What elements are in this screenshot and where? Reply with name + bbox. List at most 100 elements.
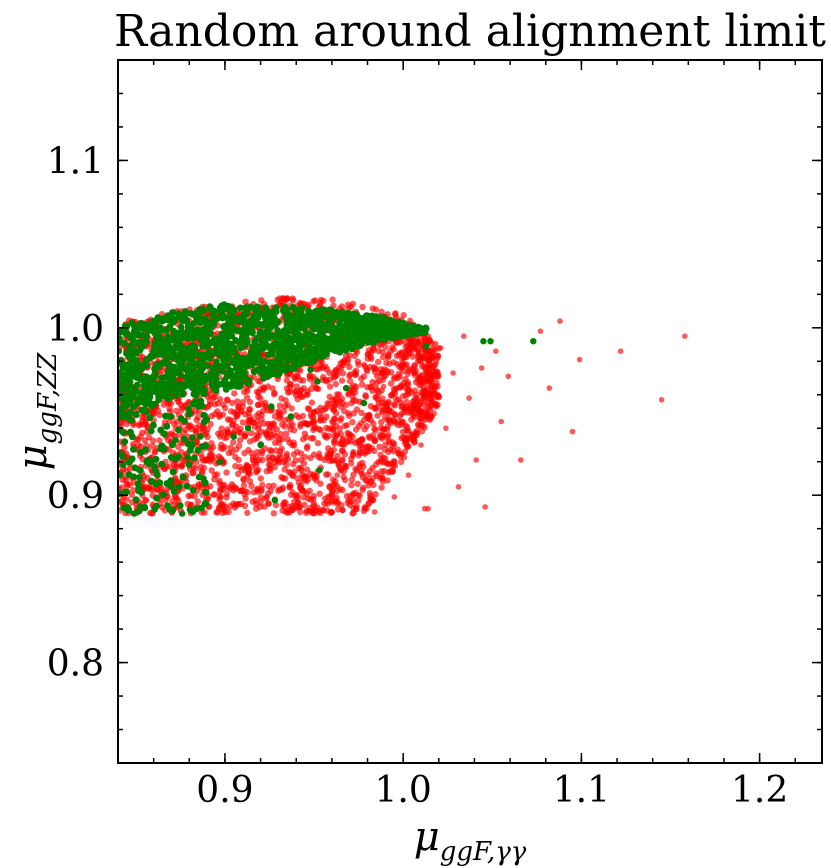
red-point bbox=[330, 426, 337, 433]
red-point bbox=[235, 442, 243, 450]
red-point bbox=[617, 348, 624, 355]
red-point bbox=[265, 461, 273, 468]
red-point bbox=[353, 349, 360, 356]
red-point bbox=[466, 395, 472, 401]
green-point bbox=[337, 336, 344, 343]
red-point bbox=[435, 373, 442, 380]
green-point bbox=[240, 371, 248, 379]
green-point bbox=[215, 344, 223, 352]
red-point bbox=[405, 390, 412, 397]
green-point bbox=[216, 380, 224, 388]
red-point bbox=[232, 463, 239, 470]
green-point bbox=[128, 384, 136, 392]
red-point bbox=[243, 394, 251, 401]
green-point bbox=[221, 359, 229, 367]
red-point bbox=[283, 377, 291, 384]
x-tick-label: 1.1 bbox=[553, 770, 610, 811]
red-point bbox=[230, 500, 237, 507]
red-point bbox=[224, 416, 232, 423]
green-point bbox=[118, 408, 124, 416]
red-point bbox=[473, 457, 480, 463]
green-point bbox=[164, 502, 172, 510]
red-point bbox=[162, 496, 169, 504]
red-point bbox=[241, 491, 248, 498]
green-point bbox=[243, 362, 251, 370]
green-point bbox=[255, 366, 263, 374]
green-point bbox=[299, 337, 307, 344]
red-point bbox=[344, 356, 352, 363]
green-point bbox=[120, 504, 128, 512]
green-point bbox=[305, 343, 313, 350]
red-point bbox=[207, 483, 214, 490]
red-point bbox=[299, 377, 307, 384]
green-point bbox=[291, 325, 299, 332]
red-point bbox=[411, 372, 419, 379]
red-point bbox=[304, 479, 310, 485]
red-point bbox=[249, 498, 256, 505]
green-point bbox=[324, 319, 331, 327]
green-point bbox=[277, 348, 285, 355]
green-point bbox=[348, 315, 356, 323]
red-point bbox=[345, 497, 352, 504]
green-point bbox=[297, 310, 305, 317]
red-point bbox=[379, 432, 386, 439]
red-point bbox=[386, 416, 393, 423]
green-point bbox=[266, 324, 274, 332]
green-point bbox=[162, 412, 169, 420]
green-point bbox=[287, 338, 295, 346]
red-point bbox=[238, 466, 245, 474]
green-point bbox=[251, 315, 259, 323]
red-point bbox=[376, 377, 383, 385]
red-point bbox=[291, 375, 299, 383]
red-point bbox=[338, 377, 346, 384]
red-point bbox=[282, 509, 289, 515]
points-layer bbox=[118, 295, 688, 517]
green-point bbox=[156, 362, 163, 370]
red-point bbox=[267, 420, 274, 428]
red-point bbox=[344, 429, 351, 437]
green-point bbox=[154, 495, 161, 502]
green-point bbox=[141, 503, 148, 511]
red-point bbox=[378, 473, 386, 481]
green-point bbox=[150, 421, 157, 429]
green-point bbox=[164, 346, 172, 354]
red-point bbox=[372, 427, 379, 434]
green-point bbox=[155, 393, 163, 400]
green-point bbox=[298, 304, 306, 312]
green-point bbox=[132, 496, 140, 503]
green-point bbox=[487, 338, 494, 345]
green-point bbox=[338, 314, 346, 322]
red-point bbox=[326, 400, 333, 407]
red-point bbox=[372, 306, 380, 313]
red-point bbox=[443, 425, 449, 432]
green-point bbox=[222, 322, 229, 330]
green-point bbox=[349, 327, 357, 335]
red-point bbox=[178, 463, 185, 470]
red-point bbox=[358, 409, 365, 416]
red-point bbox=[243, 461, 250, 469]
red-point bbox=[355, 492, 362, 499]
green-point bbox=[258, 321, 266, 329]
red-point bbox=[281, 416, 289, 424]
red-point bbox=[434, 352, 442, 359]
green-point bbox=[188, 441, 196, 448]
red-point bbox=[118, 498, 123, 505]
red-point bbox=[421, 362, 428, 369]
green-point bbox=[152, 480, 160, 488]
green-point bbox=[177, 349, 185, 357]
green-point bbox=[316, 466, 323, 474]
green-point bbox=[209, 348, 217, 356]
red-point bbox=[389, 463, 397, 470]
red-point bbox=[339, 400, 346, 407]
red-point bbox=[218, 425, 225, 432]
green-point bbox=[338, 308, 346, 316]
green-point bbox=[199, 342, 206, 350]
y-axis-label: μggF,ZZ bbox=[10, 352, 63, 471]
red-point bbox=[178, 406, 186, 413]
red-point bbox=[253, 453, 260, 460]
red-point bbox=[210, 491, 218, 498]
red-point bbox=[346, 372, 353, 379]
red-point bbox=[682, 333, 688, 340]
green-point bbox=[130, 321, 138, 329]
red-point bbox=[352, 371, 359, 379]
